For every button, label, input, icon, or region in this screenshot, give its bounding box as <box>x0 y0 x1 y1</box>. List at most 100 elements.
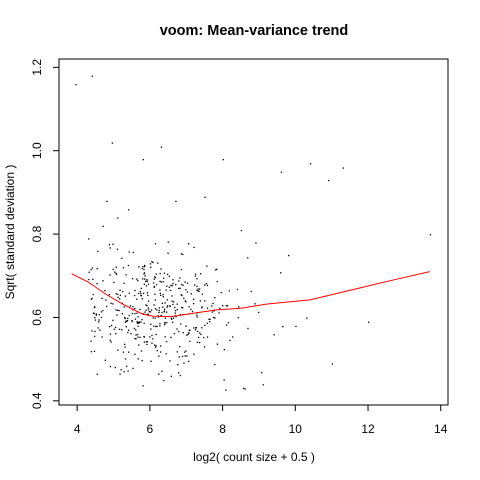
data-point <box>148 300 150 302</box>
data-point <box>143 272 146 274</box>
data-point <box>162 296 164 298</box>
data-point <box>186 282 189 284</box>
data-point <box>282 326 284 328</box>
data-point <box>171 318 173 320</box>
data-point <box>247 327 249 330</box>
data-point <box>213 316 215 319</box>
data-point <box>164 324 166 326</box>
data-point <box>136 321 138 323</box>
data-point <box>165 353 167 355</box>
data-point <box>194 284 196 286</box>
data-point <box>146 292 148 294</box>
data-point <box>136 312 138 314</box>
data-point <box>216 343 218 345</box>
data-point <box>108 294 110 296</box>
data-point <box>100 311 102 313</box>
data-point <box>125 320 127 322</box>
data-point <box>186 355 188 357</box>
data-point <box>141 319 143 321</box>
data-point <box>184 300 186 302</box>
x-tick-label: 12 <box>361 422 375 436</box>
data-point <box>255 242 257 244</box>
data-point <box>93 312 95 315</box>
data-point <box>150 309 153 311</box>
data-point <box>91 75 93 77</box>
data-point <box>117 293 119 296</box>
data-point <box>142 266 144 268</box>
data-point <box>206 336 209 338</box>
data-point <box>126 320 129 322</box>
data-point <box>116 314 118 316</box>
data-point <box>172 283 174 285</box>
data-point <box>156 350 158 352</box>
data-point <box>226 305 229 307</box>
data-point <box>168 286 170 288</box>
data-point <box>254 303 256 305</box>
data-point <box>98 314 100 316</box>
data-point <box>145 309 147 311</box>
data-point <box>158 309 160 312</box>
data-point <box>250 290 252 293</box>
data-point <box>194 273 197 275</box>
data-point <box>141 298 143 300</box>
data-point <box>185 350 187 352</box>
data-point <box>236 288 239 291</box>
data-point <box>178 280 180 282</box>
data-point <box>166 306 168 308</box>
data-point <box>194 329 197 331</box>
data-point <box>225 305 227 307</box>
data-point <box>114 366 116 369</box>
data-point <box>196 330 199 333</box>
data-point <box>137 325 139 327</box>
data-point <box>243 387 245 390</box>
data-point <box>295 325 297 328</box>
data-point <box>146 280 149 282</box>
data-point <box>158 355 160 357</box>
trend-line-layer <box>71 271 430 318</box>
data-point <box>135 334 137 336</box>
data-point <box>150 328 152 330</box>
data-point <box>160 294 162 296</box>
data-point <box>288 254 290 257</box>
data-point <box>98 321 100 323</box>
data-point <box>145 285 148 287</box>
data-point <box>125 365 128 367</box>
data-point <box>147 307 150 309</box>
data-point <box>138 266 140 268</box>
data-point <box>179 277 181 279</box>
data-point <box>162 281 164 283</box>
data-point <box>280 171 283 173</box>
data-point <box>182 284 184 286</box>
data-point <box>110 324 113 327</box>
data-point <box>175 316 177 318</box>
data-point <box>137 358 139 360</box>
data-point <box>205 283 207 285</box>
data-point <box>75 84 77 86</box>
data-point <box>146 343 148 346</box>
data-point <box>147 294 149 296</box>
data-point <box>176 308 178 311</box>
data-point <box>156 309 158 311</box>
data-point <box>173 332 175 335</box>
data-point <box>136 278 138 280</box>
data-point <box>138 344 140 346</box>
data-point <box>188 306 190 308</box>
x-tick-label: 10 <box>289 422 303 436</box>
scatter-points <box>75 75 432 391</box>
data-point <box>154 299 156 301</box>
data-point <box>88 271 90 273</box>
data-point <box>280 272 282 274</box>
data-point <box>134 353 136 355</box>
data-point <box>137 280 139 282</box>
data-point <box>129 305 131 307</box>
trend-line <box>71 271 430 318</box>
data-point <box>134 289 136 292</box>
data-point <box>196 314 198 316</box>
data-point <box>140 295 143 297</box>
data-point <box>91 267 94 269</box>
data-point <box>136 298 138 300</box>
data-point <box>157 262 159 264</box>
data-point <box>138 321 141 323</box>
data-point <box>113 281 115 284</box>
